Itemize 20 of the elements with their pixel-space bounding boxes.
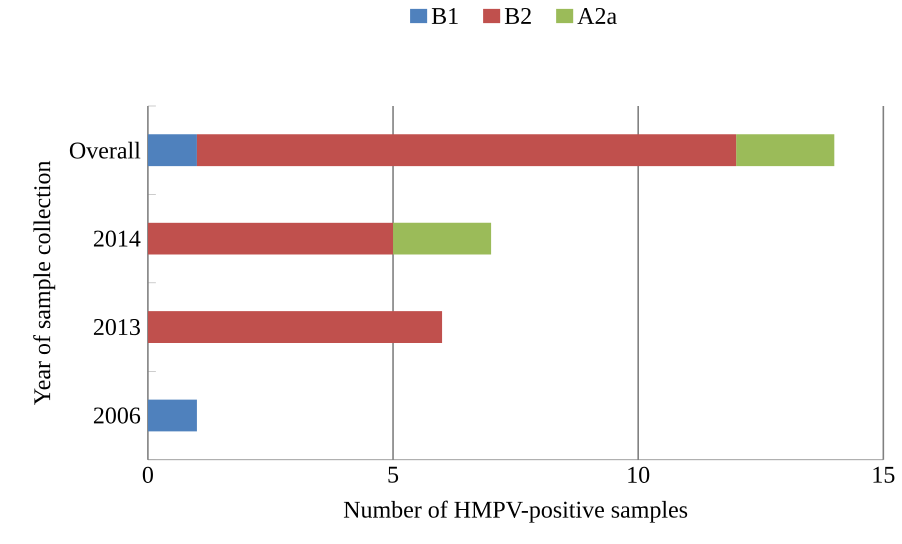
y-axis-title: Year of sample collection [33,161,56,406]
x-tick-label: 15 [873,466,894,484]
bar [148,400,197,432]
x-tick-label: 10 [628,466,650,484]
x-tick-label: 0 [142,466,153,484]
x-axis-title: Number of HMPV-positive samples [344,500,688,523]
bar [148,311,442,344]
bar [196,134,736,166]
legend-label: B2 [504,8,531,24]
legend-label: A2a [577,8,617,24]
x-tick-label: 5 [388,466,398,483]
bar [393,222,492,255]
y-tick-label: 2014 [94,230,140,247]
y-tick-label: Overall [70,142,140,159]
bar [148,222,394,255]
legend-label: B1 [432,8,458,24]
y-tick-label: 2006 [94,408,140,424]
bar [736,134,834,166]
bar [148,134,197,166]
y-tick-label: 2013 [94,319,140,336]
